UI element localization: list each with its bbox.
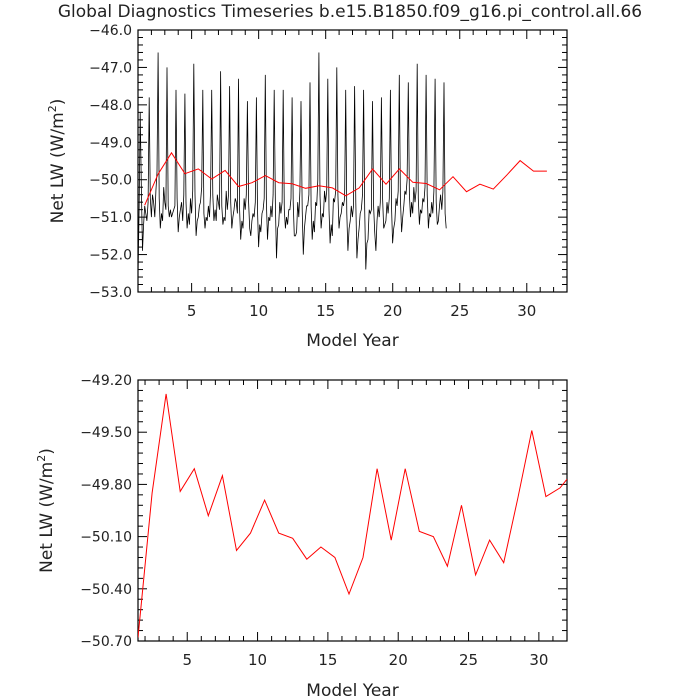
x-tick-label: 20 <box>383 302 402 320</box>
x-tick-label: 10 <box>249 302 268 320</box>
series-line-annual <box>144 151 547 206</box>
x-axis-label: Model Year <box>306 681 398 700</box>
top-panel: 5 10 15 20 25 30 −53.0 −52.0 −51.0 −50.0 −49.0 −48.… <box>46 23 568 351</box>
y-tick-label: −50.70 <box>80 634 132 650</box>
y-tick-label: −50.40 <box>80 582 132 598</box>
x-tick-label: 20 <box>389 651 408 669</box>
y-axis-label: Net LW (W/m2) <box>35 448 57 573</box>
x-tick-label: 5 <box>182 651 192 669</box>
y-tick-label: −50.0 <box>89 173 132 189</box>
x-tick-label: 25 <box>450 302 469 320</box>
series-line-monthly <box>138 52 447 278</box>
x-tick-label: 25 <box>459 651 478 669</box>
x-axis-label: Model Year <box>306 331 398 351</box>
y-tick-label: −49.50 <box>80 425 132 441</box>
y-tick-label: −49.20 <box>80 373 132 389</box>
y-tick-label: −48.0 <box>89 98 132 114</box>
x-tick-label: 15 <box>318 651 337 669</box>
plot-frame <box>137 379 568 642</box>
y-tick-label: −46.0 <box>89 23 132 39</box>
y-tick-label: −51.0 <box>89 210 132 226</box>
y-tick-label: −50.10 <box>80 530 132 546</box>
y-axis-label: Net LW (W/m2) <box>46 99 68 224</box>
x-tick-label: 5 <box>187 302 197 320</box>
bottom-panel: 5 10 15 20 25 30 −50.70 −50.40 −50.10 −49.80 −49.5… <box>35 373 568 700</box>
y-tick-label: −52.0 <box>89 248 132 264</box>
y-tick-label: −47.0 <box>89 60 132 76</box>
y-tick-label: −49.0 <box>89 135 132 151</box>
x-tick-label: 10 <box>248 651 267 669</box>
figure-title: Global Diagnostics Timeseries b.e15.B185… <box>57 2 643 22</box>
x-tick-label: 30 <box>517 302 536 320</box>
x-tick-label: 30 <box>529 651 548 669</box>
y-tick-label: −49.80 <box>80 477 132 493</box>
y-tick-label: −53.0 <box>89 285 132 301</box>
series-line-annual <box>138 393 567 638</box>
x-tick-label: 15 <box>316 302 335 320</box>
